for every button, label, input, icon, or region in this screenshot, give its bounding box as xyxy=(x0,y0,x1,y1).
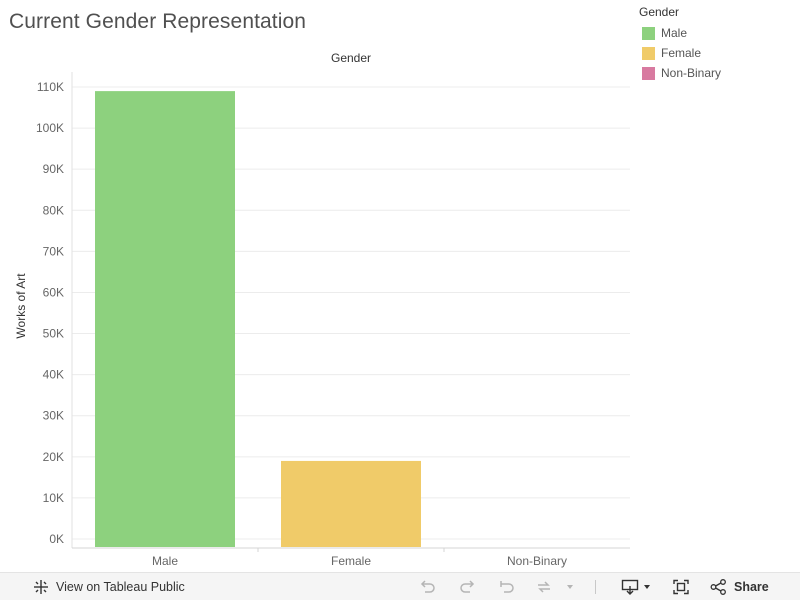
refresh-dropdown[interactable] xyxy=(565,573,575,600)
view-on-tableau-label: View on Tableau Public xyxy=(56,579,185,594)
y-tick-label: 20K xyxy=(43,450,64,464)
share-icon xyxy=(710,578,726,595)
legend-title: Gender xyxy=(639,5,680,19)
refresh-icon xyxy=(538,580,550,593)
y-tick-label: 100K xyxy=(36,121,64,135)
x-tick-label: Male xyxy=(152,554,178,568)
tableau-logo-icon xyxy=(33,579,49,595)
tableau-toolbar: View on Tableau Public xyxy=(0,572,800,600)
toolbar-divider xyxy=(595,580,596,594)
x-tick-label: Female xyxy=(331,554,371,568)
legend-label: Non-Binary xyxy=(661,66,722,80)
y-tick-label: 90K xyxy=(43,162,64,176)
legend-label: Male xyxy=(661,26,688,40)
refresh-button[interactable] xyxy=(535,573,553,600)
legend-item-male[interactable]: Male xyxy=(639,23,789,43)
legend-swatch xyxy=(642,46,655,60)
legend-swatch xyxy=(642,66,655,80)
y-tick-label: 0K xyxy=(49,532,64,546)
x-tick-label: Non-Binary xyxy=(507,554,567,568)
undo-button[interactable] xyxy=(419,573,437,600)
bar-female xyxy=(281,460,421,547)
chart-title: Current Gender Representation xyxy=(9,10,307,33)
y-tick-label: 80K xyxy=(43,203,64,217)
view-on-tableau-link[interactable]: View on Tableau Public xyxy=(33,573,185,600)
legend-label: Female xyxy=(661,46,702,60)
column-header: Gender xyxy=(331,51,371,65)
y-tick-label: 50K xyxy=(43,327,64,341)
share-button[interactable]: Share xyxy=(710,573,769,600)
revert-button[interactable] xyxy=(498,573,516,600)
legend-swatch xyxy=(642,26,655,40)
redo-button[interactable] xyxy=(458,573,476,600)
legend: Gender Male Female Non-Binary xyxy=(639,5,789,83)
chevron-down-icon xyxy=(567,584,573,589)
redo-icon xyxy=(460,579,475,593)
fullscreen-icon xyxy=(673,579,689,594)
y-axis-label: Works of Art xyxy=(14,273,28,339)
y-tick-label: 40K xyxy=(43,368,64,382)
fullscreen-button[interactable] xyxy=(672,573,690,600)
undo-icon xyxy=(420,579,435,593)
legend-item-female[interactable]: Female xyxy=(639,43,789,63)
chevron-down-icon xyxy=(644,584,650,589)
y-tick-label: 70K xyxy=(43,244,64,258)
y-tick-label: 10K xyxy=(43,491,64,505)
download-button[interactable] xyxy=(621,573,652,600)
y-tick-label: 60K xyxy=(43,285,64,299)
y-tick-label: 110K xyxy=(37,80,64,94)
y-tick-label: 30K xyxy=(43,409,64,423)
bar-male xyxy=(95,91,235,547)
legend-item-non-binary[interactable]: Non-Binary xyxy=(639,63,789,83)
share-label: Share xyxy=(734,579,769,594)
download-icon xyxy=(621,579,639,595)
revert-icon xyxy=(500,580,514,593)
